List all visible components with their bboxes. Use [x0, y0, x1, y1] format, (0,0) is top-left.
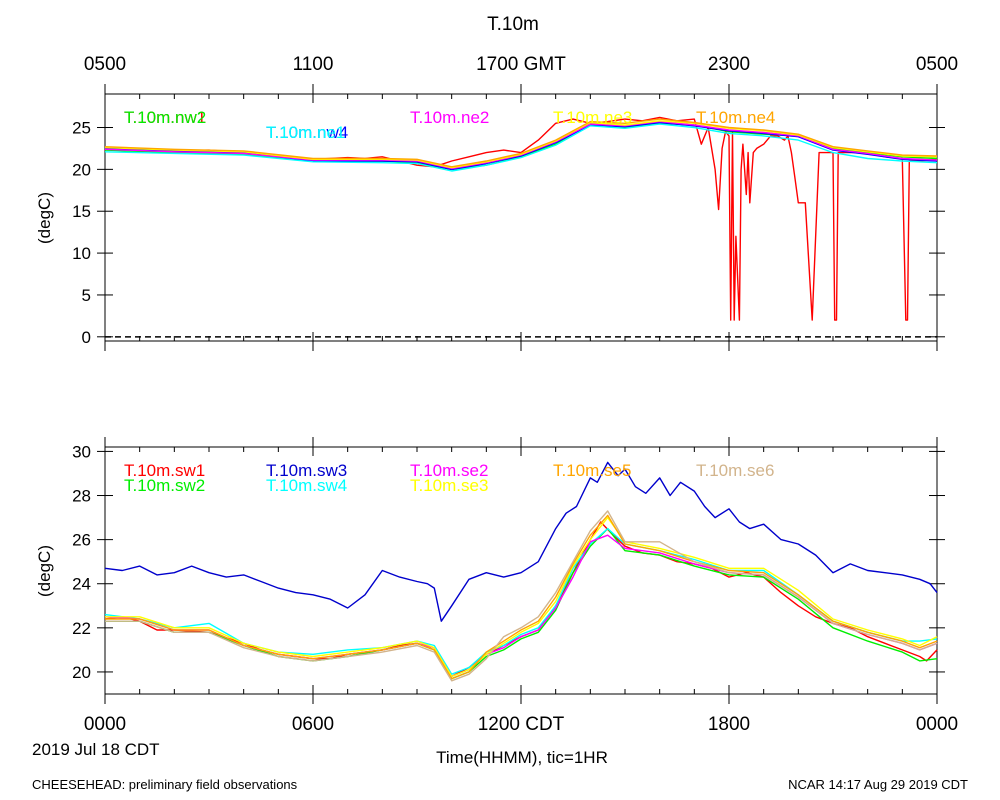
- date-label: 2019 Jul 18 CDT: [32, 740, 160, 759]
- north-y-label: (degC): [35, 192, 54, 244]
- south-y-tick-label: 22: [72, 619, 91, 638]
- south-y-tick-label: 28: [72, 487, 91, 506]
- legend-sw1: T.10m.sw1: [124, 461, 205, 480]
- series-line-sw2: [105, 527, 938, 680]
- legend-se6: T.10m.se6: [696, 461, 774, 480]
- bottom-time-label: 1800: [708, 714, 750, 735]
- series-line-sw1: [104, 521, 938, 678]
- panel-south-frame: [104, 446, 938, 695]
- south-y-tick-label: 26: [72, 531, 91, 550]
- legend-se5: T.10m.se5: [553, 461, 631, 480]
- series-line-sw3: [104, 461, 938, 622]
- north-y-tick-label: 0: [82, 328, 91, 347]
- top-time-label: 1700 GMT: [476, 54, 566, 75]
- legend-nw4: T.10m.nw4: [266, 123, 348, 142]
- bottom-time-label: 0600: [292, 714, 334, 735]
- north-y-tick-labels: 0 5 10 15 20 25: [72, 118, 91, 346]
- series-line-se6: [105, 510, 938, 682]
- north-ticks: [97, 84, 945, 351]
- legend-se2: T.10m.se2: [410, 461, 488, 480]
- x-axis-label: Time(HHMM), tic=1HR: [436, 748, 608, 767]
- south-y-tick-label: 24: [72, 575, 91, 594]
- bottom-time-label: 0000: [84, 714, 126, 735]
- north-y-tick-label: 20: [72, 160, 91, 179]
- legend-nw1: T.10m.nw1: [124, 108, 206, 127]
- north-y-tick-label: 25: [72, 118, 91, 137]
- legend-sw3: T.10m.sw3: [266, 461, 347, 480]
- south-y-tick-label: 30: [72, 442, 91, 461]
- series-line-ne4: [104, 118, 938, 168]
- legend-se3: T.10m.se3: [410, 476, 488, 495]
- series-line-nw4: [104, 121, 938, 171]
- south-y-label: (degC): [35, 545, 54, 597]
- series-line-nw2: [104, 122, 938, 171]
- top-time-label: 1100: [293, 54, 334, 75]
- north-y-tick-label: 5: [82, 286, 91, 305]
- legend-sw4: T.10m.sw4: [266, 476, 347, 495]
- series-line-ne2: [104, 120, 938, 170]
- legend-sw2: T.10m.sw2: [124, 476, 205, 495]
- top-time-label: 0500: [916, 54, 958, 75]
- north-y-tick-label: 10: [72, 244, 91, 263]
- north-y-tick-label: 15: [72, 202, 91, 221]
- legend-nw2: T.10m.nw2: [124, 108, 206, 127]
- series-line-se5: [105, 514, 938, 680]
- chart-title: T.10m: [487, 14, 539, 35]
- legend-ne3: T.10m.ne3: [553, 108, 632, 127]
- south-y-tick-labels: 20 22 24 26 28 30: [72, 442, 91, 682]
- top-time-labels: 0500 1100 1700 GMT 2300 0500: [84, 54, 958, 75]
- footer-left: CHEESEHEAD: preliminary field observatio…: [32, 777, 298, 792]
- legend-ne4: T.10m.ne4: [696, 108, 775, 127]
- top-time-label: 0500: [84, 54, 126, 75]
- legend-ne2: T.10m.ne2: [410, 108, 489, 127]
- south-ticks: [97, 437, 945, 704]
- series-line-se3: [105, 516, 938, 678]
- bottom-time-labels: 0000 0600 1200 CDT 1800 0000: [84, 714, 958, 735]
- series-line-ne1: [104, 123, 938, 172]
- footer-right: NCAR 14:17 Aug 29 2019 CDT: [788, 777, 968, 792]
- bottom-time-label: 1200 CDT: [478, 714, 565, 735]
- bottom-time-label: 0000: [916, 714, 958, 735]
- north-series: [104, 116, 938, 321]
- series-line-ne3: [104, 120, 938, 169]
- top-time-label: 2300: [708, 54, 750, 75]
- south-series: [104, 461, 938, 682]
- series-line-nw1: [104, 116, 938, 321]
- legend-ne1: T.10m.ne1: [266, 123, 345, 142]
- south-y-tick-label: 20: [72, 663, 91, 682]
